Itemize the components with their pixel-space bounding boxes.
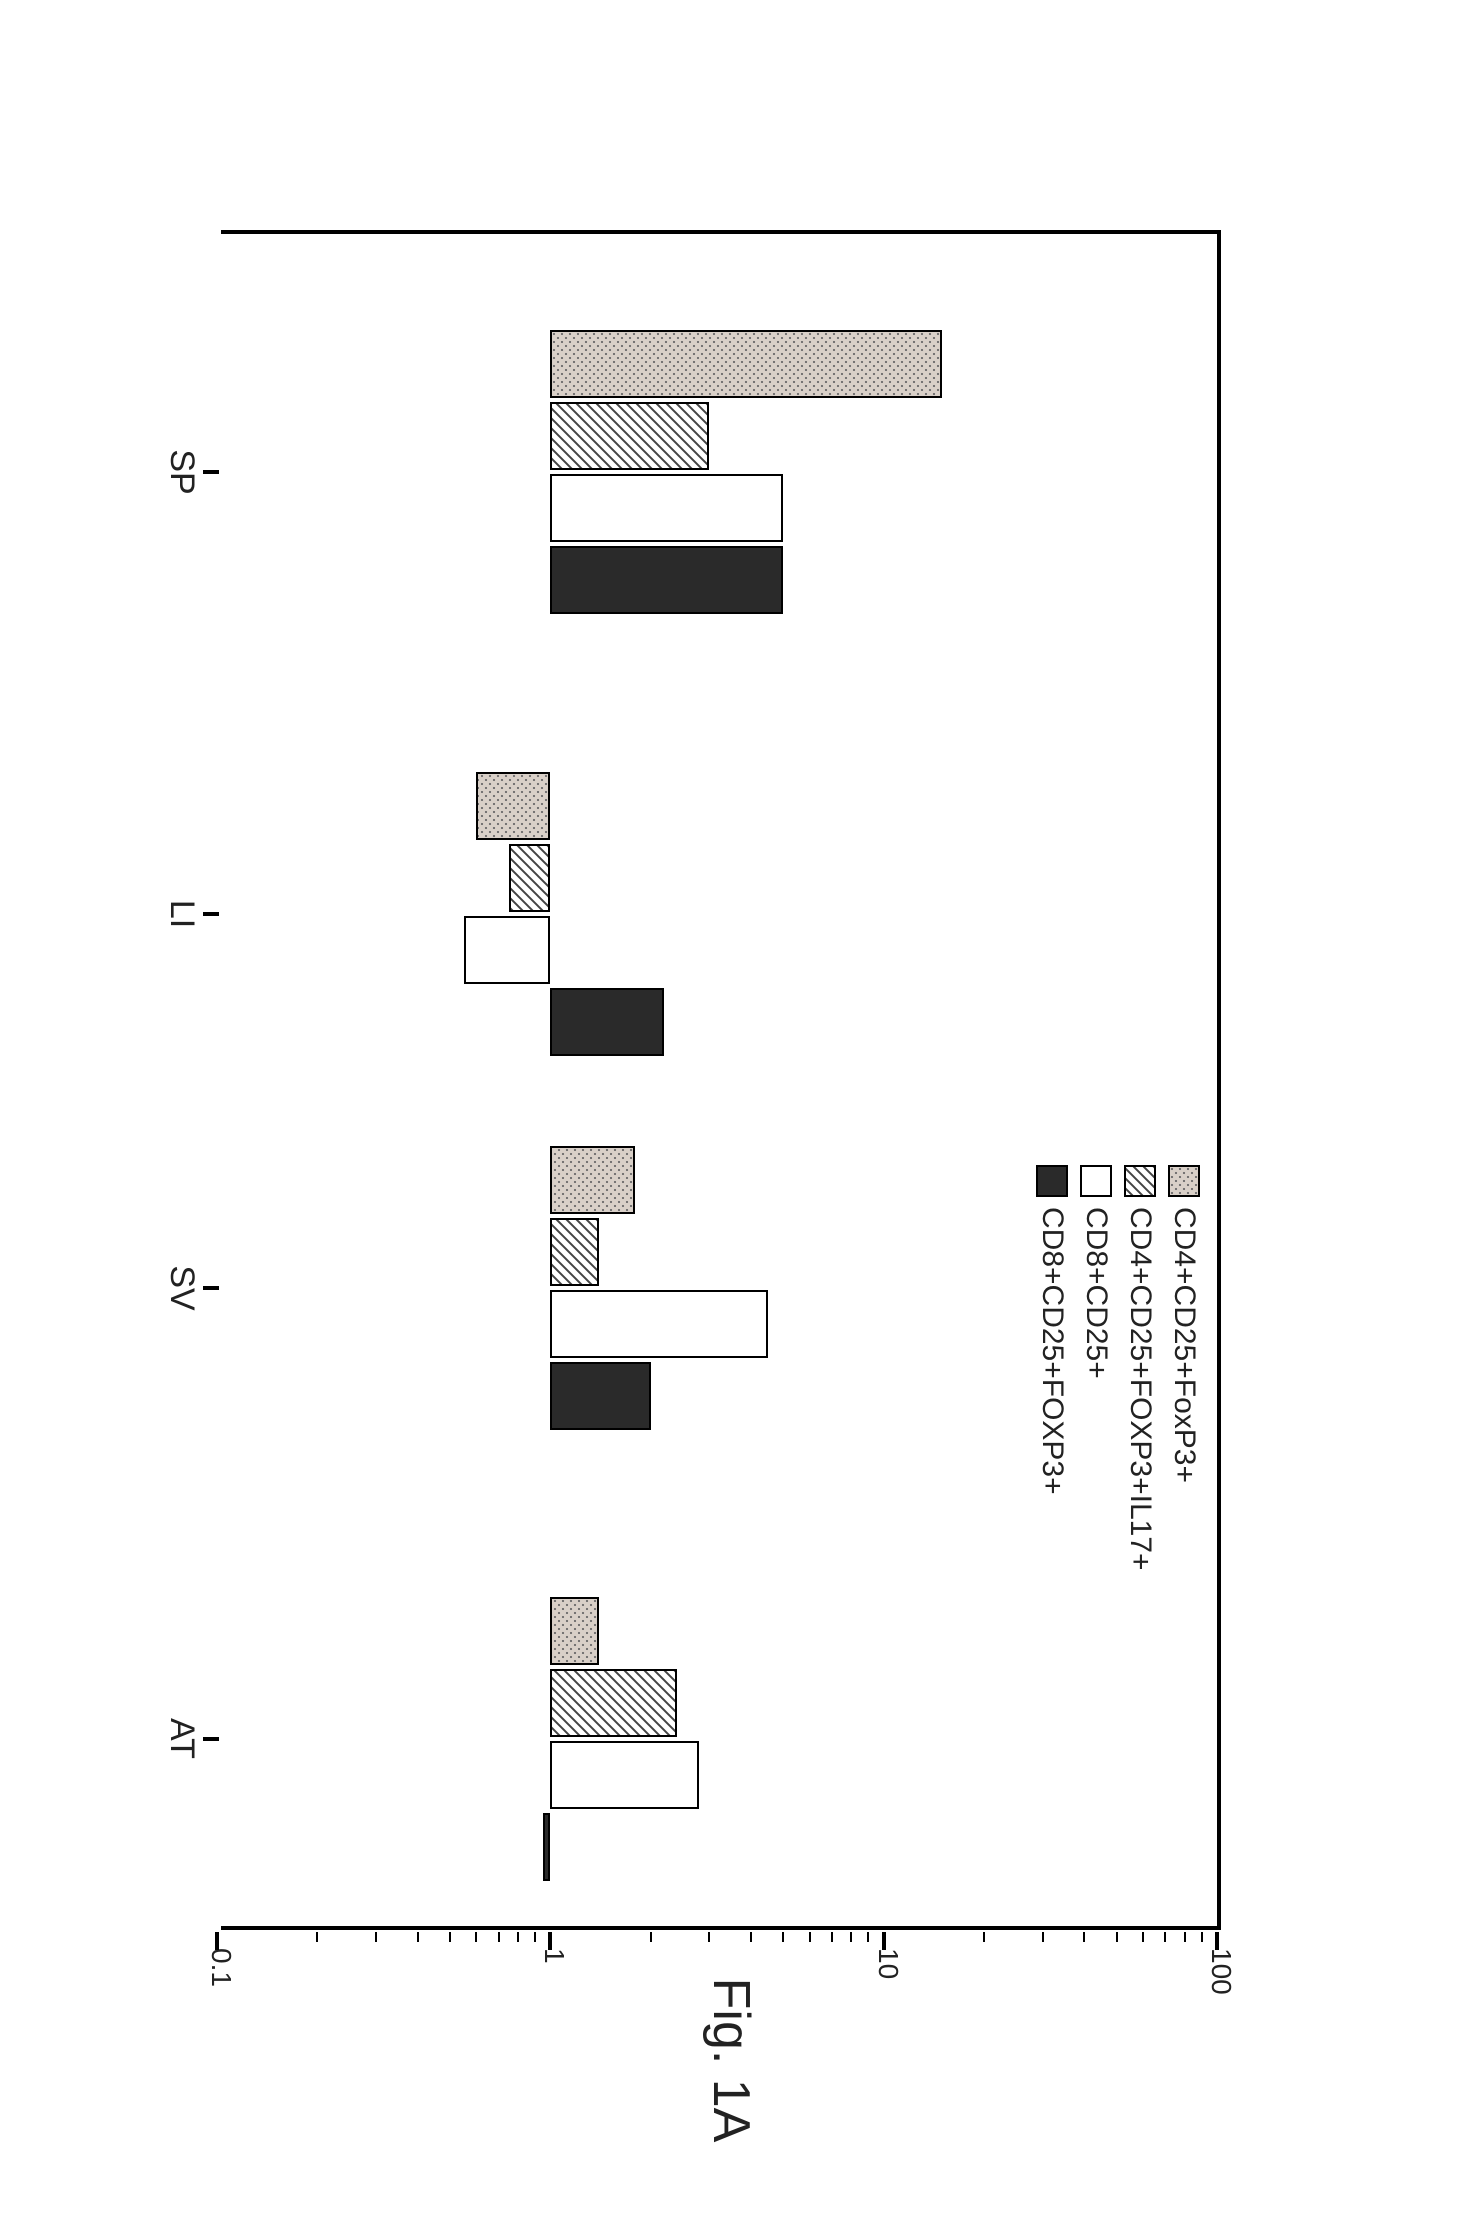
legend-swatch	[1168, 1165, 1200, 1197]
chart-bar	[550, 1669, 677, 1737]
figure-caption-text: Fig. 1A	[702, 1978, 760, 2143]
chart-bar	[550, 1290, 768, 1358]
chart-bar	[550, 402, 709, 470]
y-minor-tick	[517, 1932, 519, 1942]
legend-label: CD4+CD25+FoxP3+	[1167, 1207, 1201, 1483]
chart-bar	[550, 1741, 699, 1809]
figure-caption: Fig. 1A	[701, 1978, 761, 2143]
chart-bar	[550, 330, 942, 398]
chart-bar	[550, 474, 783, 542]
y-tick-mark	[881, 1932, 885, 1950]
y-minor-tick	[649, 1932, 651, 1942]
y-minor-tick	[708, 1932, 710, 1942]
chart-bar	[550, 1218, 599, 1286]
y-minor-tick	[983, 1932, 985, 1942]
chart-bar	[542, 1813, 549, 1881]
y-minor-tick	[850, 1932, 852, 1942]
x-tick-mark	[203, 912, 219, 916]
chart-container: 0.1110100SPLISVAT CD4+CD25+FoxP3+CD4+CD2…	[141, 230, 1401, 1930]
y-minor-tick	[867, 1932, 869, 1942]
legend-item: CD4+CD25+FoxP3+	[1167, 1165, 1201, 1571]
page: 0.1110100SPLISVAT CD4+CD25+FoxP3+CD4+CD2…	[0, 0, 1461, 2240]
category-label: AT	[162, 1718, 201, 1759]
legend-swatch	[1080, 1165, 1112, 1197]
y-minor-tick	[1041, 1932, 1043, 1942]
chart-legend: CD4+CD25+FoxP3+ CD4+CD25+FOXP3+IL17+ CD8+C…	[1025, 1165, 1201, 1571]
y-minor-tick	[1115, 1932, 1117, 1942]
y-minor-tick	[782, 1932, 784, 1942]
y-minor-tick	[831, 1932, 833, 1942]
legend-item: CD8+CD25+FOXP3+	[1035, 1165, 1069, 1571]
y-tick-label: 0.1	[205, 1948, 237, 2028]
y-tick-mark	[215, 1932, 219, 1950]
chart-bar	[550, 1597, 599, 1665]
y-tick-mark	[1215, 1932, 1219, 1950]
x-tick-mark	[203, 1286, 219, 1290]
category-label: SP	[162, 449, 201, 494]
legend-swatch	[1036, 1165, 1068, 1197]
y-minor-tick	[1083, 1932, 1085, 1942]
y-minor-tick	[375, 1932, 377, 1942]
y-minor-tick	[1183, 1932, 1185, 1942]
x-tick-mark	[203, 1737, 219, 1741]
y-tick-label: 10	[871, 1948, 903, 2028]
y-minor-tick	[475, 1932, 477, 1942]
y-minor-tick	[534, 1932, 536, 1942]
chart-bar	[550, 1146, 635, 1214]
chart-bar	[508, 844, 550, 912]
y-minor-tick	[1200, 1932, 1202, 1942]
x-tick-mark	[203, 470, 219, 474]
chart-bar	[476, 772, 550, 840]
legend-swatch	[1124, 1165, 1156, 1197]
category-label: SV	[162, 1265, 201, 1310]
chart-bar	[550, 988, 664, 1056]
category-label: LI	[162, 900, 201, 928]
legend-label: CD8+CD25+FOXP3+	[1035, 1207, 1069, 1495]
y-minor-tick	[750, 1932, 752, 1942]
y-minor-tick	[497, 1932, 499, 1942]
chart-bar	[550, 1362, 650, 1430]
y-minor-tick	[316, 1932, 318, 1942]
y-tick-label: 100	[1205, 1948, 1237, 2028]
chart-bar	[550, 546, 783, 614]
y-minor-tick	[1164, 1932, 1166, 1942]
chart-bar	[463, 916, 550, 984]
y-minor-tick	[1142, 1932, 1144, 1942]
legend-item: CD8+CD25+	[1079, 1165, 1113, 1571]
y-minor-tick	[449, 1932, 451, 1942]
chart-plot-area: 0.1110100SPLISVAT	[221, 230, 1221, 1930]
legend-label: CD4+CD25+FOXP3+IL17+	[1123, 1207, 1157, 1571]
legend-label: CD8+CD25+	[1079, 1207, 1113, 1379]
y-minor-tick	[416, 1932, 418, 1942]
y-tick-label: 1	[538, 1948, 570, 2028]
y-tick-mark	[548, 1932, 552, 1950]
y-minor-tick	[808, 1932, 810, 1942]
legend-item: CD4+CD25+FOXP3+IL17+	[1123, 1165, 1157, 1571]
